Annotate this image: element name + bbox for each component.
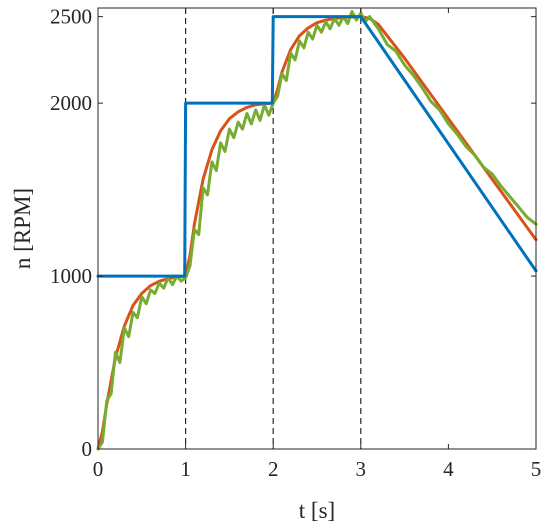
plot-background bbox=[98, 8, 536, 449]
y-tick-label-3: 2500 bbox=[50, 5, 92, 29]
x-tick-label-0: 0 bbox=[93, 457, 104, 481]
y-tick-label-2: 2000 bbox=[50, 91, 92, 115]
y-tick-label-1: 1000 bbox=[50, 264, 92, 288]
x-tick-label-4: 4 bbox=[443, 457, 454, 481]
plot-area bbox=[98, 8, 536, 449]
x-tick-label-3: 3 bbox=[356, 457, 367, 481]
ticks bbox=[97, 8, 537, 450]
y-axis-label: n [RPM] bbox=[10, 188, 35, 269]
x-tick-label-5: 5 bbox=[531, 457, 542, 481]
series-line-2 bbox=[96, 10, 538, 451]
x-axis-label: t [s] bbox=[299, 498, 335, 523]
axis-frame bbox=[97, 7, 537, 450]
series-line-0 bbox=[96, 15, 538, 278]
axes-box bbox=[97, 7, 537, 450]
x-tick-label-2: 2 bbox=[268, 457, 279, 481]
y-tick-label-0: 0 bbox=[82, 437, 93, 461]
series-layer bbox=[96, 10, 538, 451]
tick-labels: 0 1 2 3 4 5 0 1000 2000 2500 bbox=[50, 5, 541, 481]
x-tick-label-1: 1 bbox=[180, 457, 191, 481]
